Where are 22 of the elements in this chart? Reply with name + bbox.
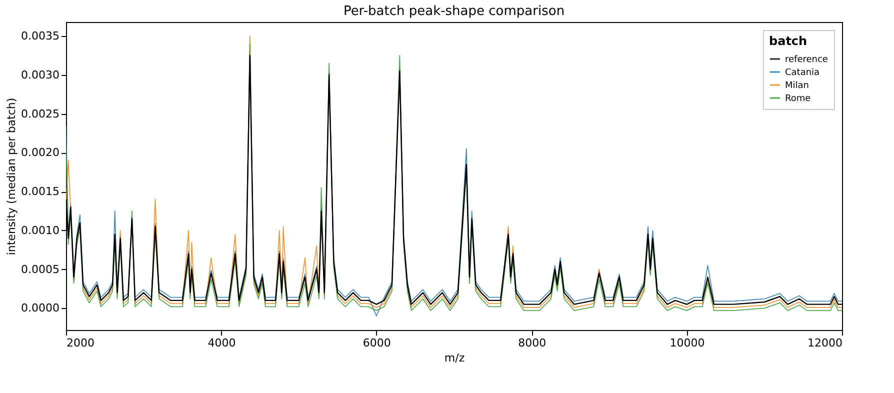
y-tick-label: 0.0020 [21,146,60,160]
legend-label: reference [785,55,828,65]
x-tick-label: 12000 [808,336,842,350]
y-tick-label: 0.0035 [21,30,60,42]
chart-title: Per-batch peak-shape comparison [343,4,565,19]
x-tick-label: 6000 [362,336,391,350]
x-tick-label: 8000 [518,336,546,350]
y-tick-label: 0.0015 [21,185,60,198]
x-tick-label: 2000 [66,336,94,350]
y-tick-label: 0.0000 [21,302,60,315]
x-tick-label: 4000 [208,336,236,350]
legend-label: Catania [785,68,820,78]
y-tick-label: 0.0030 [21,68,60,82]
legend-label: Milan [785,81,809,91]
y-tick-label: 0.0005 [21,262,60,276]
x-axis-title: m/z [444,352,465,364]
x-tick-label: 10000 [670,336,705,350]
legend-label: Rome [785,94,812,104]
y-tick-label: 0.0010 [21,224,60,237]
legend-title: batch [769,34,808,48]
y-axis-title: intensity (median per batch) [5,98,18,256]
y-tick-label: 0.0025 [21,107,60,120]
